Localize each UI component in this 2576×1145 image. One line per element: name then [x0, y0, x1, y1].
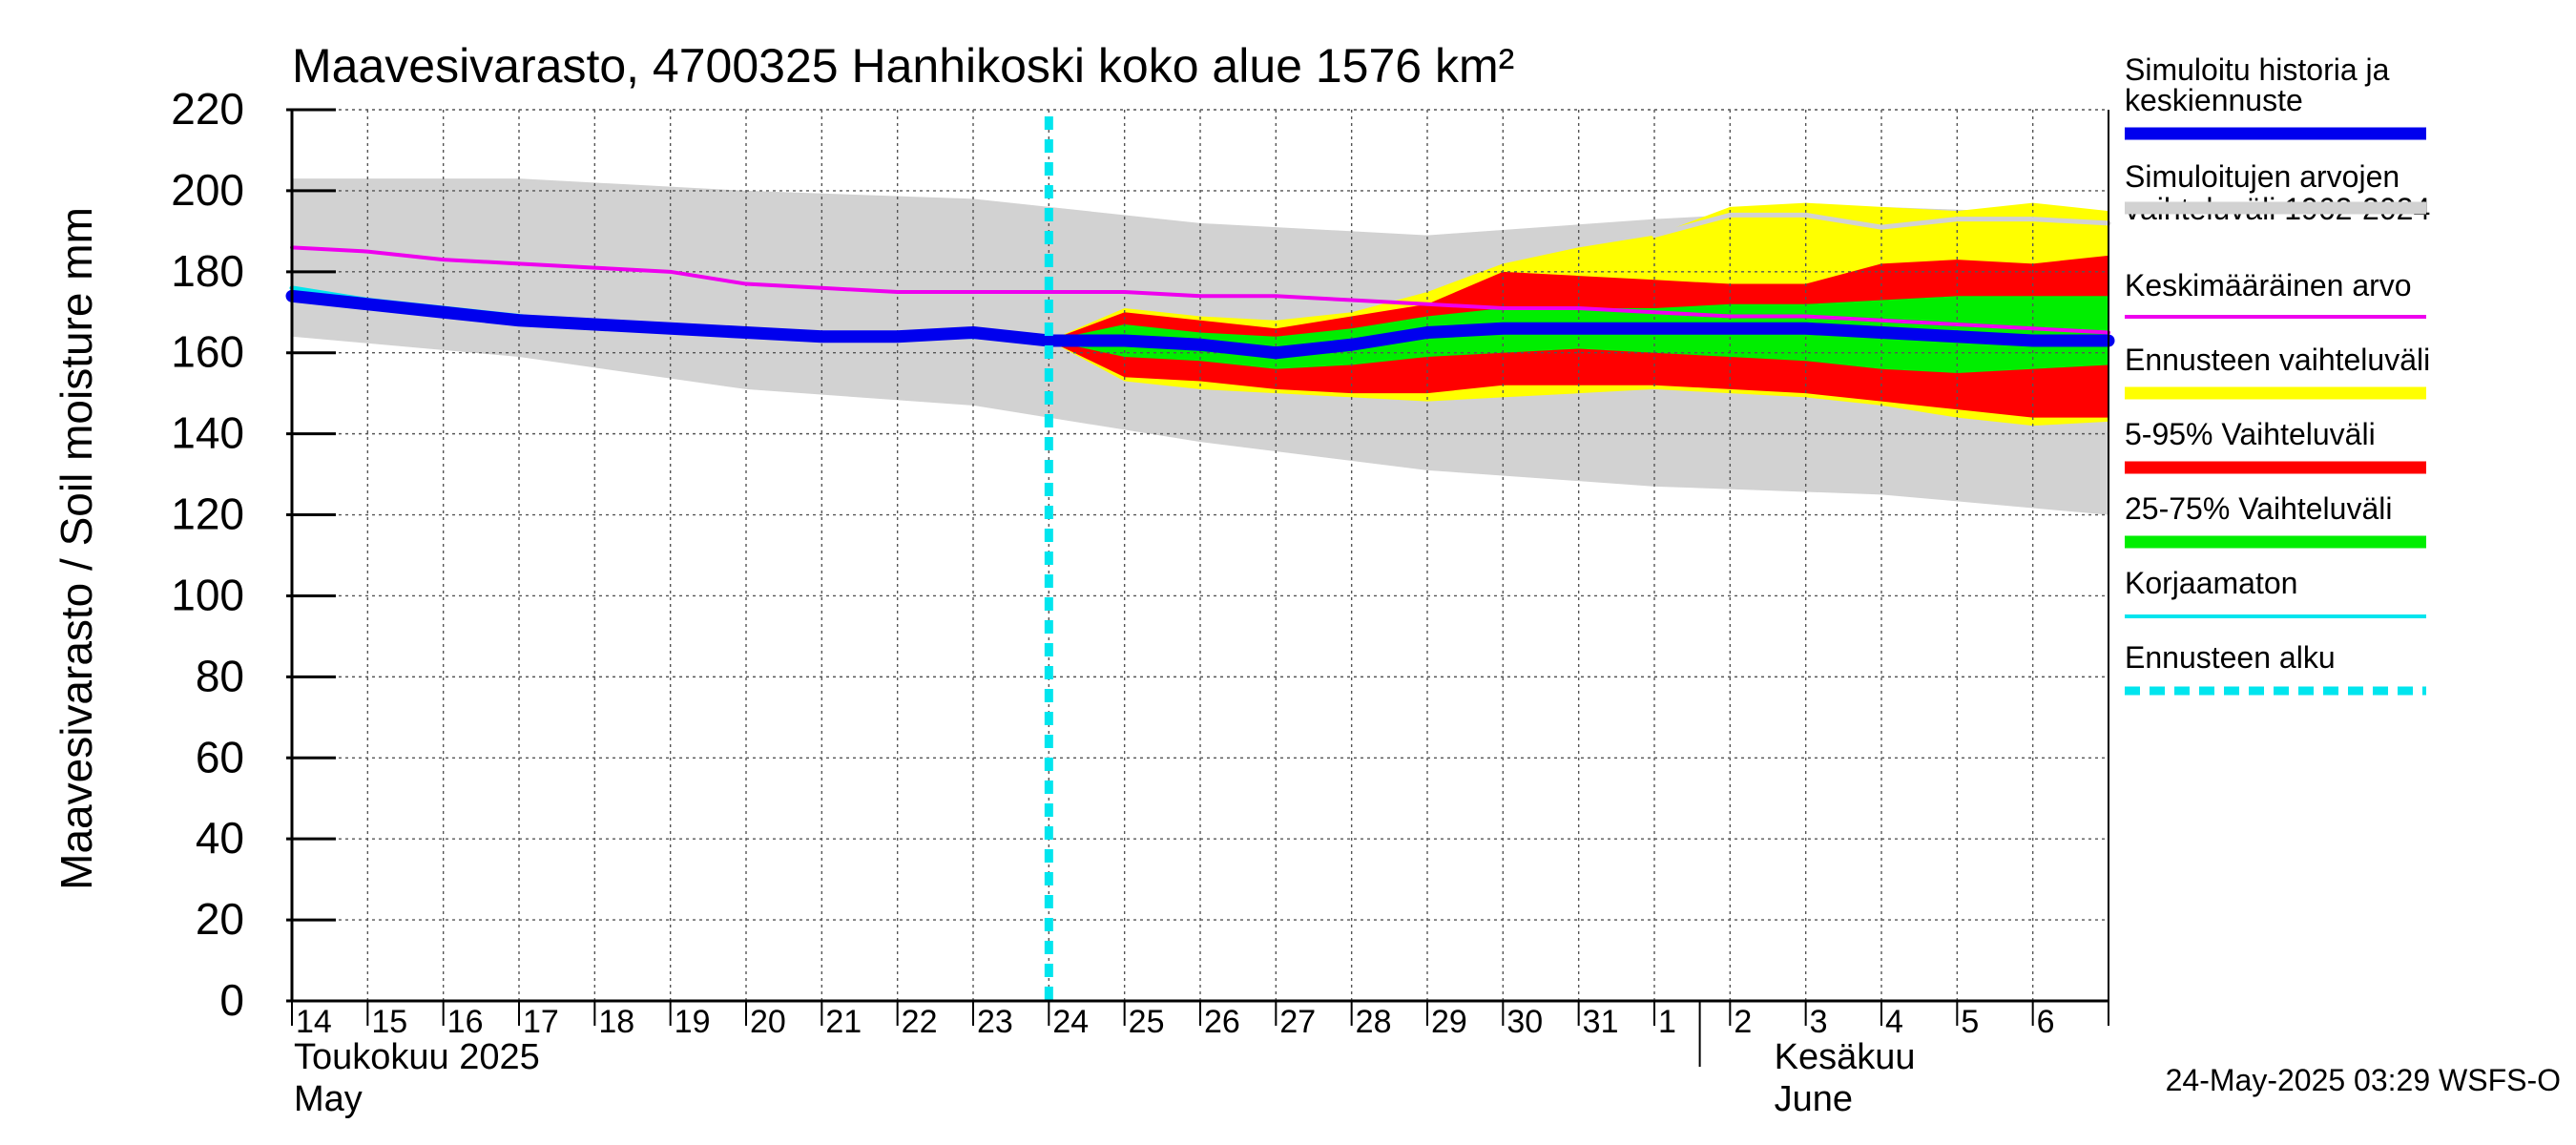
x-tick-label: 27	[1279, 1004, 1316, 1040]
legend-label: Ennusteen alku	[2125, 640, 2336, 675]
x-tick-label: 15	[371, 1004, 407, 1040]
legend-label: Simuloitu historia ja	[2125, 52, 2390, 87]
y-tick-label: 20	[196, 894, 244, 944]
x-tick-label: 20	[750, 1004, 786, 1040]
x-tick-label: 4	[1885, 1004, 1903, 1040]
legend-label: Ennusteen vaihteluväli	[2125, 343, 2430, 377]
x-tick-label: 19	[675, 1004, 711, 1040]
y-tick-label: 180	[171, 246, 244, 296]
footer-timestamp: 24-May-2025 03:29 WSFS-O	[2166, 1063, 2561, 1097]
y-tick-label: 140	[171, 408, 244, 458]
x-tick-label: 5	[1961, 1004, 1979, 1040]
x-tick-label: 16	[447, 1004, 484, 1040]
month-label: Toukokuu 2025	[294, 1037, 540, 1077]
x-tick-label: 1	[1658, 1004, 1676, 1040]
grid	[292, 109, 2109, 1001]
x-tick-label: 24	[1052, 1004, 1089, 1040]
x-tick-label: 21	[825, 1004, 862, 1040]
x-tick-label: 18	[598, 1004, 634, 1040]
y-tick-label: 0	[219, 975, 244, 1025]
month-label-english: May	[294, 1079, 363, 1119]
x-tick-label: 2	[1734, 1004, 1752, 1040]
series-lines	[285, 212, 2115, 360]
series-simuloitu-historia-ja-keskiennuste	[285, 289, 2115, 360]
x-tick-label: 17	[523, 1004, 559, 1040]
y-tick-label: 100	[171, 570, 244, 619]
chart-title: Maavesivarasto, 4700325 Hanhikoski koko …	[292, 39, 1514, 93]
y-tick-label: 220	[171, 84, 244, 134]
x-tick-label: 30	[1506, 1004, 1543, 1040]
legend-label: Simuloitujen arvojen	[2125, 159, 2399, 194]
legend-label: Korjaamaton	[2125, 566, 2297, 600]
y-tick-label: 160	[171, 327, 244, 377]
x-tick-label: 29	[1431, 1004, 1467, 1040]
x-tick-label: 14	[296, 1004, 332, 1040]
x-tick-label: 25	[1129, 1004, 1165, 1040]
series-keskimaarainen-arvo	[290, 245, 2110, 335]
y-tick-label: 80	[196, 651, 244, 700]
series-simulaatioiden-max	[1652, 212, 2111, 239]
y-tick-label: 60	[196, 732, 244, 781]
y-axis-label: Maavesivarasto / Soil moisture mm	[52, 207, 101, 890]
x-tick-label: 31	[1583, 1004, 1619, 1040]
x-tick-label: 22	[902, 1004, 938, 1040]
y-tick-label: 120	[171, 489, 244, 539]
x-tick-label: 28	[1356, 1004, 1392, 1040]
legend-label: 25-75% Vaihteluväli	[2125, 491, 2392, 526]
y-tick-label: 40	[196, 813, 244, 863]
x-tick-label: 26	[1204, 1004, 1240, 1040]
x-tick-label: 23	[977, 1004, 1013, 1040]
legend-label: keskiennuste	[2125, 83, 2303, 117]
x-tick-label: 3	[1810, 1004, 1828, 1040]
x-tick-label: 6	[2037, 1004, 2055, 1040]
legend-label: 5-95% Vaihteluväli	[2125, 417, 2376, 451]
month-label: Kesäkuu	[1775, 1037, 1916, 1077]
month-label-english: June	[1775, 1079, 1853, 1119]
y-tick-label: 200	[171, 165, 244, 215]
legend-label: Keskimääräinen arvo	[2125, 268, 2412, 302]
